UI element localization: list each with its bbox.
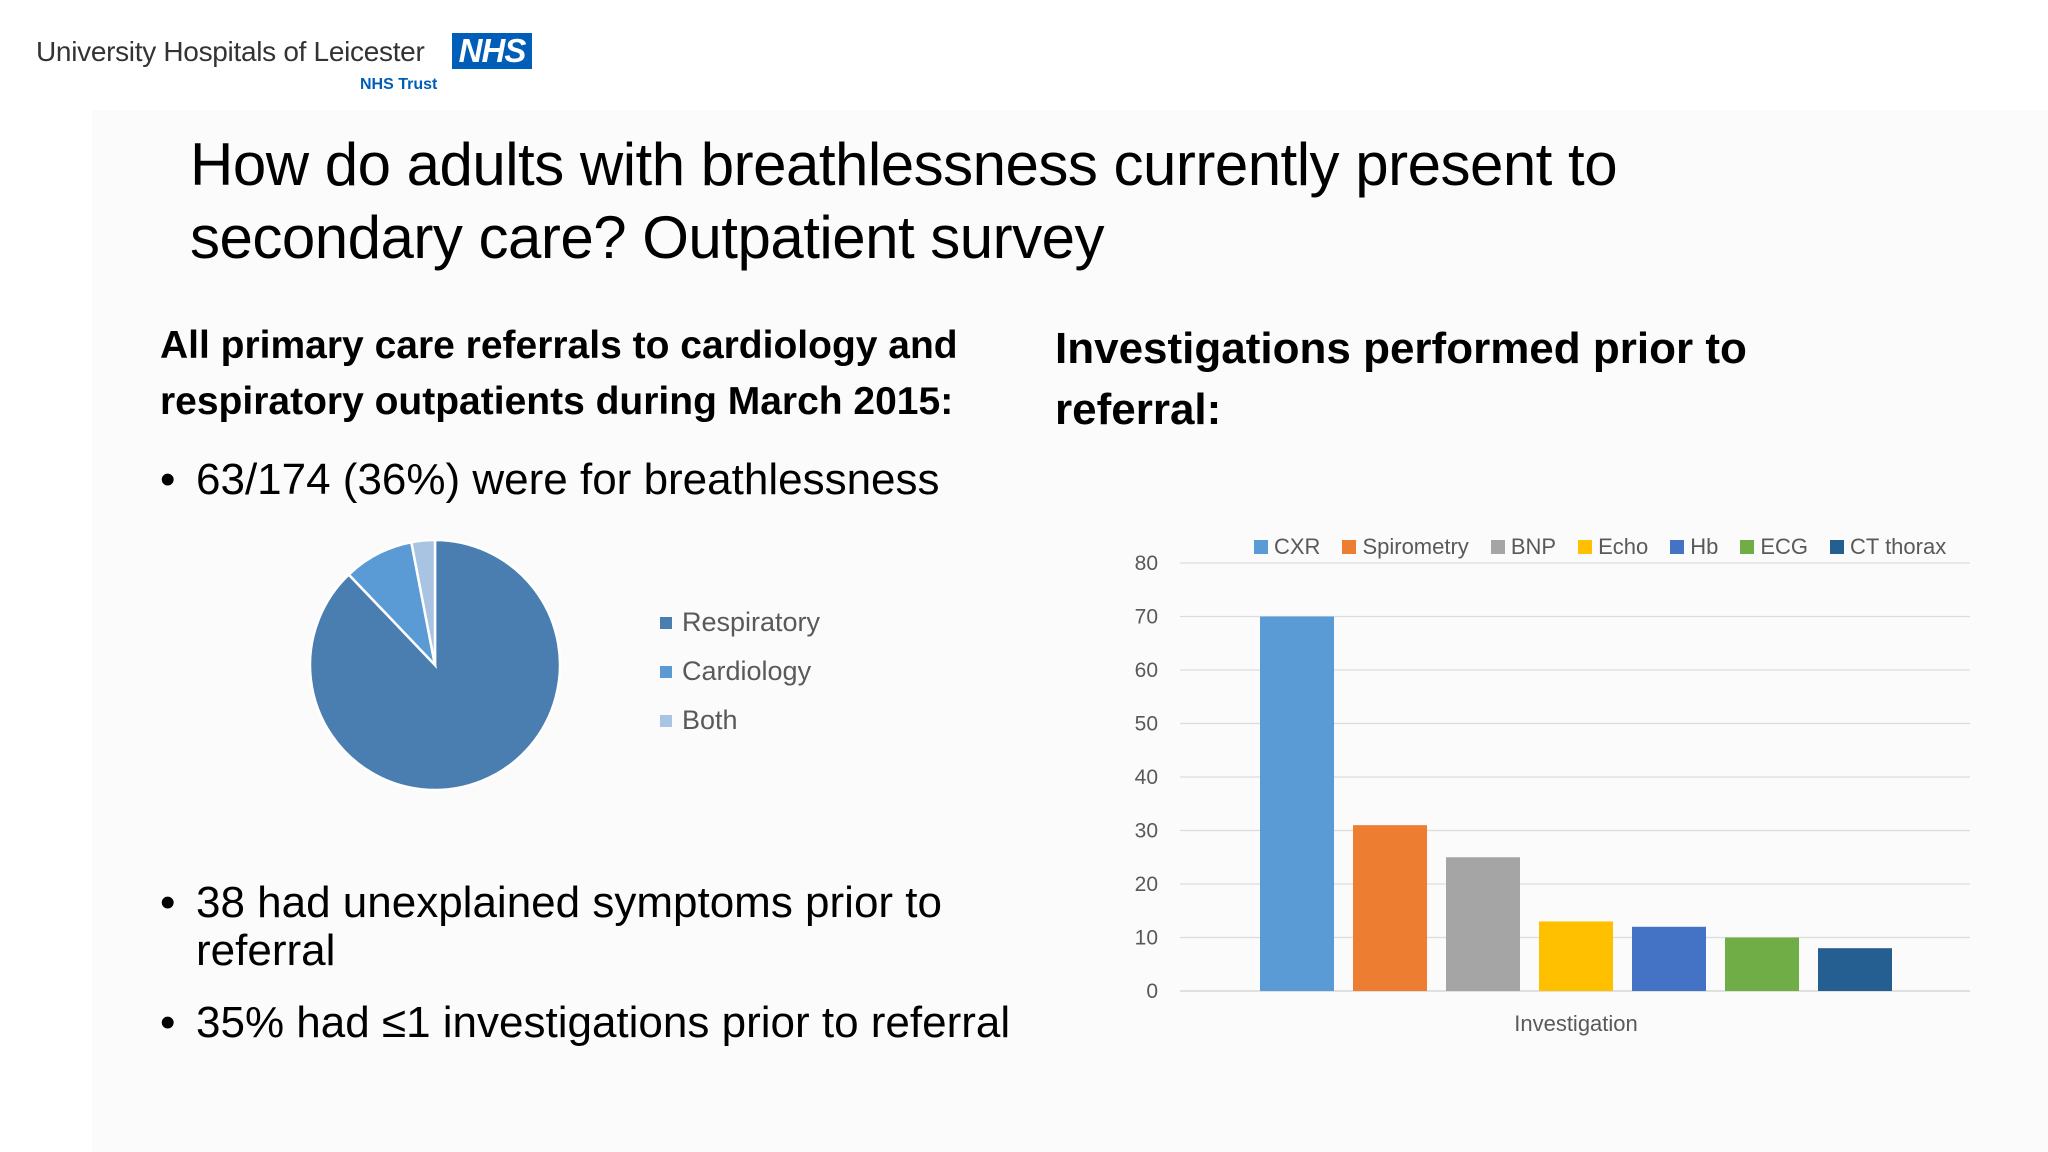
bar-legend-label: Hb (1690, 534, 1719, 559)
bar-legend-item: Echo (1578, 534, 1648, 560)
pie-legend-swatch (660, 665, 672, 678)
bullet-text: 35% had ≤1 investigations prior to refer… (196, 998, 1011, 1047)
y-tick-label: 70 (1135, 606, 1158, 629)
pie-slice-both (409, 538, 437, 666)
bar-spirometry (1353, 825, 1427, 991)
bullet-item: • 63/174 (36%) were for breathlessness (160, 456, 1060, 504)
pie-chart (308, 538, 562, 792)
bullet-marker: • (160, 998, 176, 1047)
bar-legend-label: CT thorax (1850, 534, 1947, 559)
pie-legend-item: Both (660, 696, 820, 745)
bar-chart: 0 10 20 30 40 50 60 70 80 Investigation (1135, 552, 1970, 1036)
bar-echo (1539, 921, 1613, 991)
bar-legend: CXR Spirometry BNP Echo Hb ECG CT thorax (1254, 534, 1968, 560)
bar-legend-label: CXR (1274, 534, 1321, 559)
bar-legend-label: ECG (1760, 534, 1809, 559)
bar-legend-item: CXR (1254, 534, 1320, 560)
bar-legend-label: Echo (1598, 534, 1649, 559)
bar-legend-item: Hb (1670, 534, 1718, 560)
bar-legend-swatch (1740, 540, 1755, 554)
y-tick-label: 60 (1135, 659, 1158, 682)
bar-ecg (1725, 937, 1799, 991)
pie-legend-label: Cardiology (682, 656, 812, 686)
bullet-marker: • (160, 878, 176, 927)
pie-legend-item: Respiratory (660, 598, 820, 647)
pie-legend-label: Respiratory (682, 607, 821, 637)
trust-label: NHS Trust (360, 76, 438, 93)
y-tick-label: 30 (1135, 820, 1158, 843)
x-axis-label: Investigation (1514, 1011, 1638, 1036)
pie-legend-item: Cardiology (660, 647, 820, 696)
bar-ct-thorax (1818, 948, 1892, 991)
bar-hb (1632, 926, 1706, 991)
bar-legend-item: Spirometry (1342, 534, 1469, 560)
pie-legend-label: Both (682, 705, 738, 735)
bullet-marker: • (160, 455, 176, 504)
bullet-text: 38 had unexplained symptoms prior to ref… (196, 878, 942, 975)
pie-legend: Respiratory Cardiology Both (660, 598, 820, 745)
bar-legend-swatch (1490, 540, 1505, 554)
pie-legend-swatch (660, 714, 672, 727)
bullet-item: • 35% had ≤1 investigations prior to ref… (160, 999, 1060, 1047)
bar-legend-item: BNP (1490, 534, 1557, 560)
y-tick-label: 0 (1146, 980, 1158, 1003)
pie-legend-swatch (660, 616, 672, 629)
bar-legend-swatch (1254, 540, 1268, 554)
right-heading: Investigations performed prior to referr… (1055, 324, 1747, 434)
nhs-logo: NHS (452, 33, 532, 69)
bar-legend-swatch (1670, 540, 1685, 554)
y-tick-label: 80 (1135, 552, 1158, 575)
bar-cxr (1260, 616, 1334, 991)
left-heading: All primary care referrals to cardiology… (160, 324, 958, 423)
bar-legend-swatch (1830, 540, 1845, 554)
bar-bnp (1446, 857, 1520, 991)
bar-legend-swatch (1578, 540, 1593, 554)
y-tick-label: 10 (1135, 927, 1158, 950)
bar-legend-item: CT thorax (1830, 534, 1946, 560)
bar-legend-swatch (1342, 540, 1357, 554)
org-name: University Hospitals of Leicester (36, 36, 425, 67)
bar-legend-item: ECG (1740, 534, 1808, 560)
y-tick-label: 40 (1135, 766, 1158, 789)
bullet-text: 63/174 (36%) were for breathlessness (196, 455, 940, 504)
y-tick-label: 20 (1135, 873, 1158, 896)
bullet-item: • 38 had unexplained symptoms prior to r… (160, 879, 1060, 975)
slide-title: How do adults with breathlessness curren… (190, 131, 1618, 271)
bar-legend-label: Spirometry (1362, 534, 1469, 559)
bar-legend-label: BNP (1510, 534, 1557, 559)
y-tick-label: 50 (1135, 713, 1158, 736)
